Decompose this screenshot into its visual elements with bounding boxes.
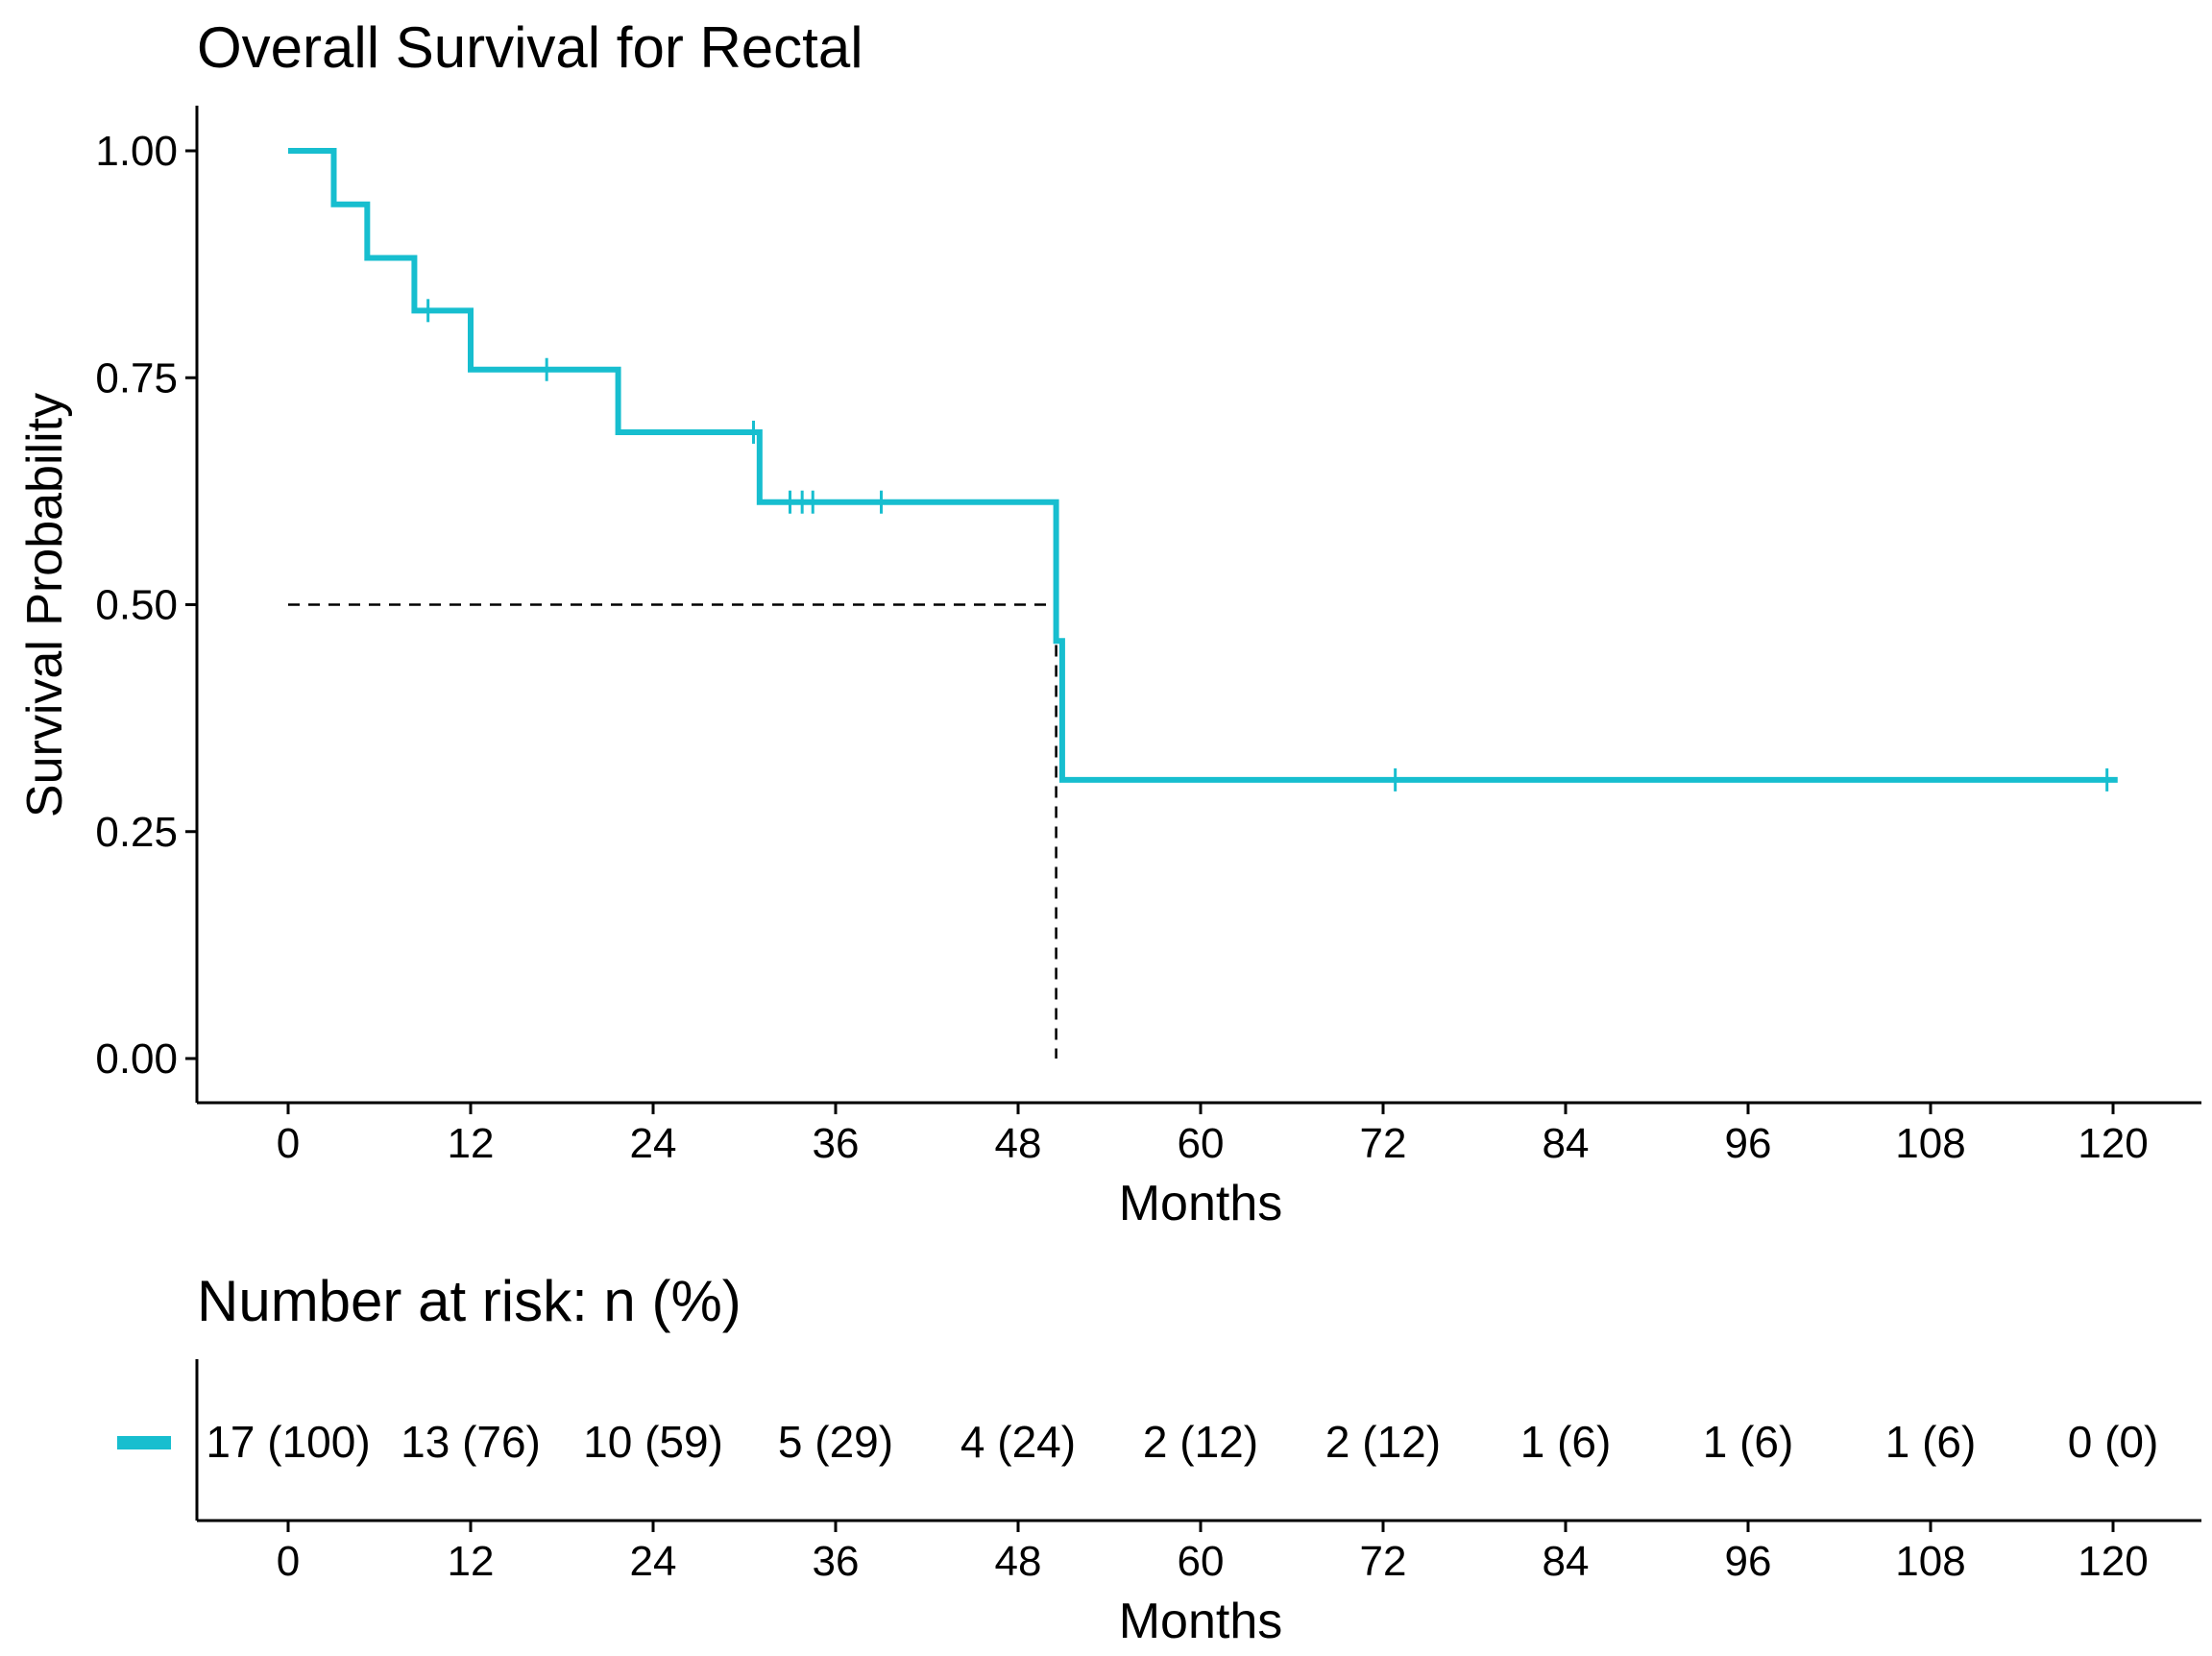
risk-value: 1 (6) bbox=[1703, 1417, 1794, 1467]
risk-x-tick-label: 120 bbox=[2078, 1538, 2148, 1585]
plot-area: 0.00 0.25 0.50 0.75 1.00 0 12 24 36 48 60 72 84 96 108… bbox=[95, 106, 2201, 1167]
risk-value: 2 (12) bbox=[1325, 1417, 1441, 1467]
risk-value: 17 (100) bbox=[206, 1417, 370, 1467]
x-tick-label: 120 bbox=[2078, 1120, 2148, 1167]
risk-value: 1 (6) bbox=[1885, 1417, 1977, 1467]
y-tick-label: 0.75 bbox=[95, 354, 178, 402]
x-tick-label: 48 bbox=[995, 1120, 1042, 1167]
risk-value: 10 (59) bbox=[583, 1417, 723, 1467]
risk-value: 1 (6) bbox=[1520, 1417, 1612, 1467]
y-tick-label: 0.25 bbox=[95, 809, 178, 856]
risk-x-tick-label: 24 bbox=[630, 1538, 677, 1585]
y-tick-label: 0.50 bbox=[95, 582, 178, 629]
x-tick-label: 36 bbox=[813, 1120, 860, 1167]
risk-x-tick-label: 96 bbox=[1725, 1538, 1772, 1585]
risk-x-tick-label: 72 bbox=[1360, 1538, 1407, 1585]
risk-x-tick-label: 48 bbox=[995, 1538, 1042, 1585]
risk-table: 17 (100) 0 13 (76) 12 10 (59) 24 5 (29) 36 4 (24… bbox=[117, 1359, 2201, 1585]
x-tick-label: 12 bbox=[448, 1120, 495, 1167]
risk-x-tick-label: 108 bbox=[1895, 1538, 1965, 1585]
y-tick-label: 1.00 bbox=[95, 128, 178, 175]
chart-title: Overall Survival for Rectal bbox=[197, 15, 863, 80]
risk-x-tick-label: 0 bbox=[277, 1538, 300, 1585]
x-tick-label: 108 bbox=[1895, 1120, 1965, 1167]
x-tick-label: 24 bbox=[630, 1120, 677, 1167]
risk-x-axis-title: Months bbox=[1119, 1594, 1283, 1649]
y-tick-label: 0.00 bbox=[95, 1035, 178, 1083]
risk-value: 2 (12) bbox=[1143, 1417, 1258, 1467]
risk-x-tick-label: 60 bbox=[1178, 1538, 1225, 1585]
risk-value: 4 (24) bbox=[960, 1417, 1076, 1467]
y-axis-title: Survival Probability bbox=[17, 393, 73, 817]
risk-x-tick-label: 12 bbox=[448, 1538, 495, 1585]
survival-curve bbox=[288, 148, 2118, 783]
risk-value: 13 (76) bbox=[401, 1417, 541, 1467]
risk-x-tick-label: 36 bbox=[813, 1538, 860, 1585]
x-tick-label: 96 bbox=[1725, 1120, 1772, 1167]
x-tick-label: 60 bbox=[1178, 1120, 1225, 1167]
x-tick-label: 72 bbox=[1360, 1120, 1407, 1167]
risk-x-tick-label: 84 bbox=[1543, 1538, 1590, 1585]
x-tick-label: 84 bbox=[1543, 1120, 1590, 1167]
x-axis-title: Months bbox=[1119, 1176, 1283, 1231]
risk-table-title: Number at risk: n (%) bbox=[197, 1269, 741, 1333]
x-tick-label: 0 bbox=[277, 1120, 300, 1167]
risk-value: 5 (29) bbox=[778, 1417, 893, 1467]
risk-value: 0 (0) bbox=[2068, 1417, 2159, 1467]
